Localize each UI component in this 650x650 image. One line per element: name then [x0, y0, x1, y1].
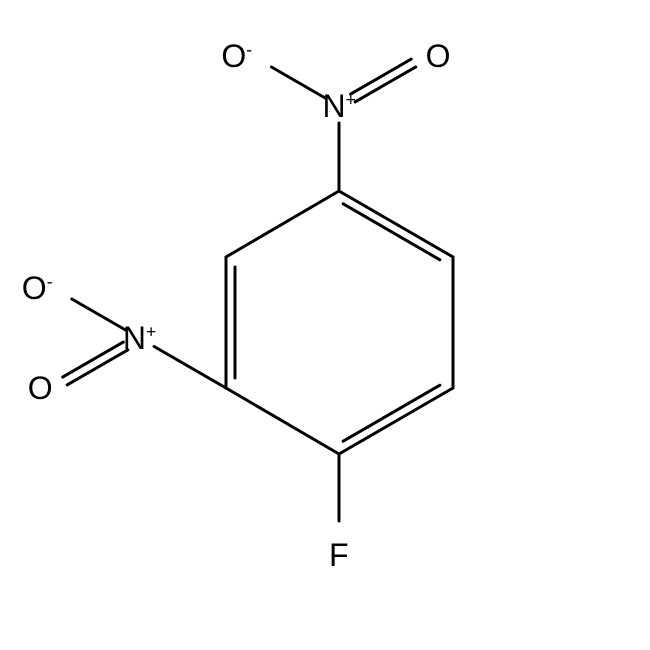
fluorine-label: F [329, 539, 349, 571]
oxygen-left-label: O [28, 372, 53, 404]
nitrogen-left-label: N+ [123, 322, 156, 354]
oxygen-minus-top-label: O- [221, 40, 252, 72]
oxygen-minus-left-label: O- [22, 272, 53, 304]
chemical-structure-diagram: { "structure": { "type": "chemical-struc… [0, 0, 650, 650]
nitrogen-top-label: N+ [323, 90, 356, 122]
oxygen-top-label: O [426, 40, 451, 72]
